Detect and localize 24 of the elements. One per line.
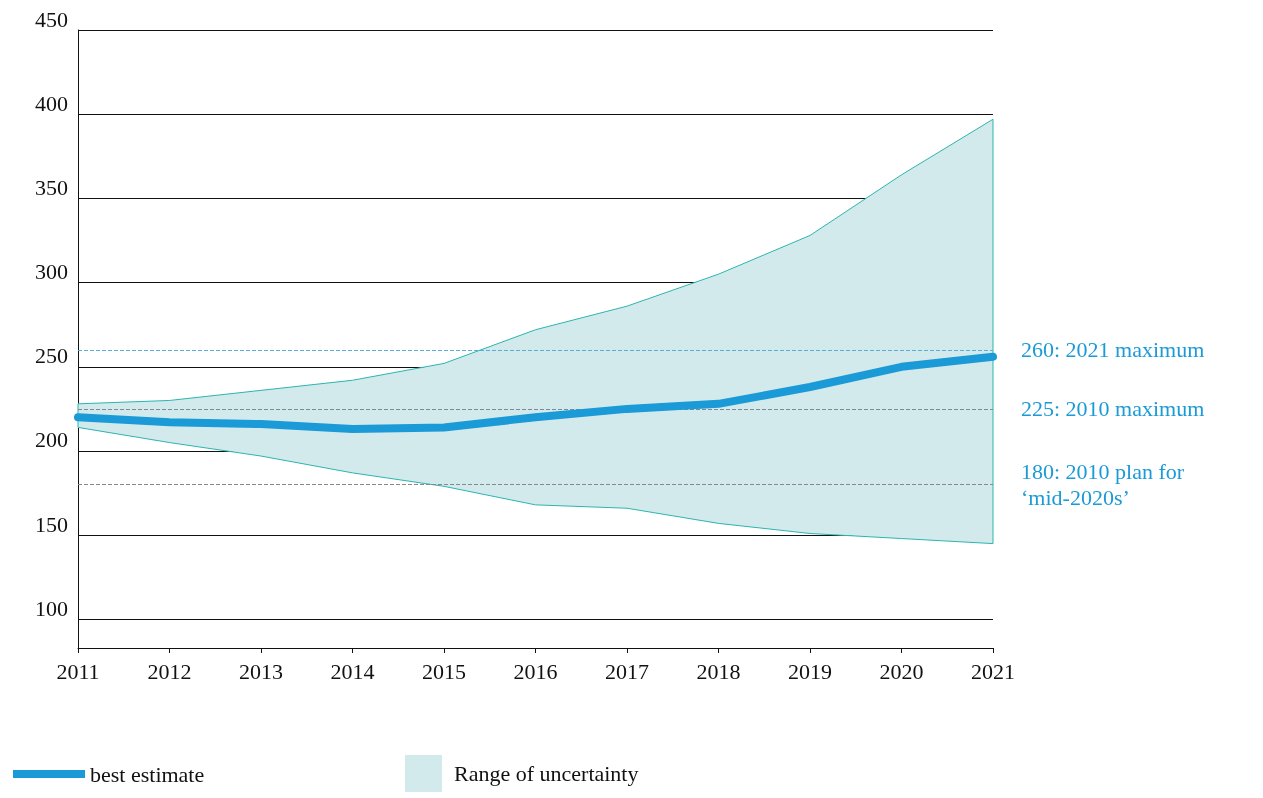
y-tick-label: 250 [35,343,68,369]
x-tick-label: 2014 [330,658,375,684]
y-tick-label: 350 [35,174,68,200]
x-tick-label: 2018 [696,658,741,684]
ref-line-label: 180: 2010 plan for ‘mid-2020s’ [1021,459,1190,511]
legend-label: best estimate [90,761,205,787]
y-tick-label: 450 [35,6,68,32]
x-tick-label: 2012 [147,658,192,684]
x-tick-label: 2017 [605,658,649,684]
y-tick-label: 300 [35,259,68,285]
ref-line-label: 260: 2021 maximum [1021,337,1205,363]
y-tick-label: 100 [35,595,68,621]
x-tick-label: 2013 [239,658,283,684]
x-tick-label: 2020 [879,658,924,684]
x-tick-label: 2015 [422,658,466,684]
ref-line-label: 225: 2010 maximum [1021,396,1205,422]
x-tick-label: 2021 [971,658,1015,684]
y-tick-label: 150 [35,511,68,537]
x-tick-label: 2011 [56,658,100,684]
x-tick-label: 2019 [788,658,832,684]
y-tick-label: 400 [35,90,68,116]
y-tick-label: 200 [35,427,68,453]
text: Range of uncertainty [454,760,639,787]
x-tick-label: 2016 [513,658,558,684]
